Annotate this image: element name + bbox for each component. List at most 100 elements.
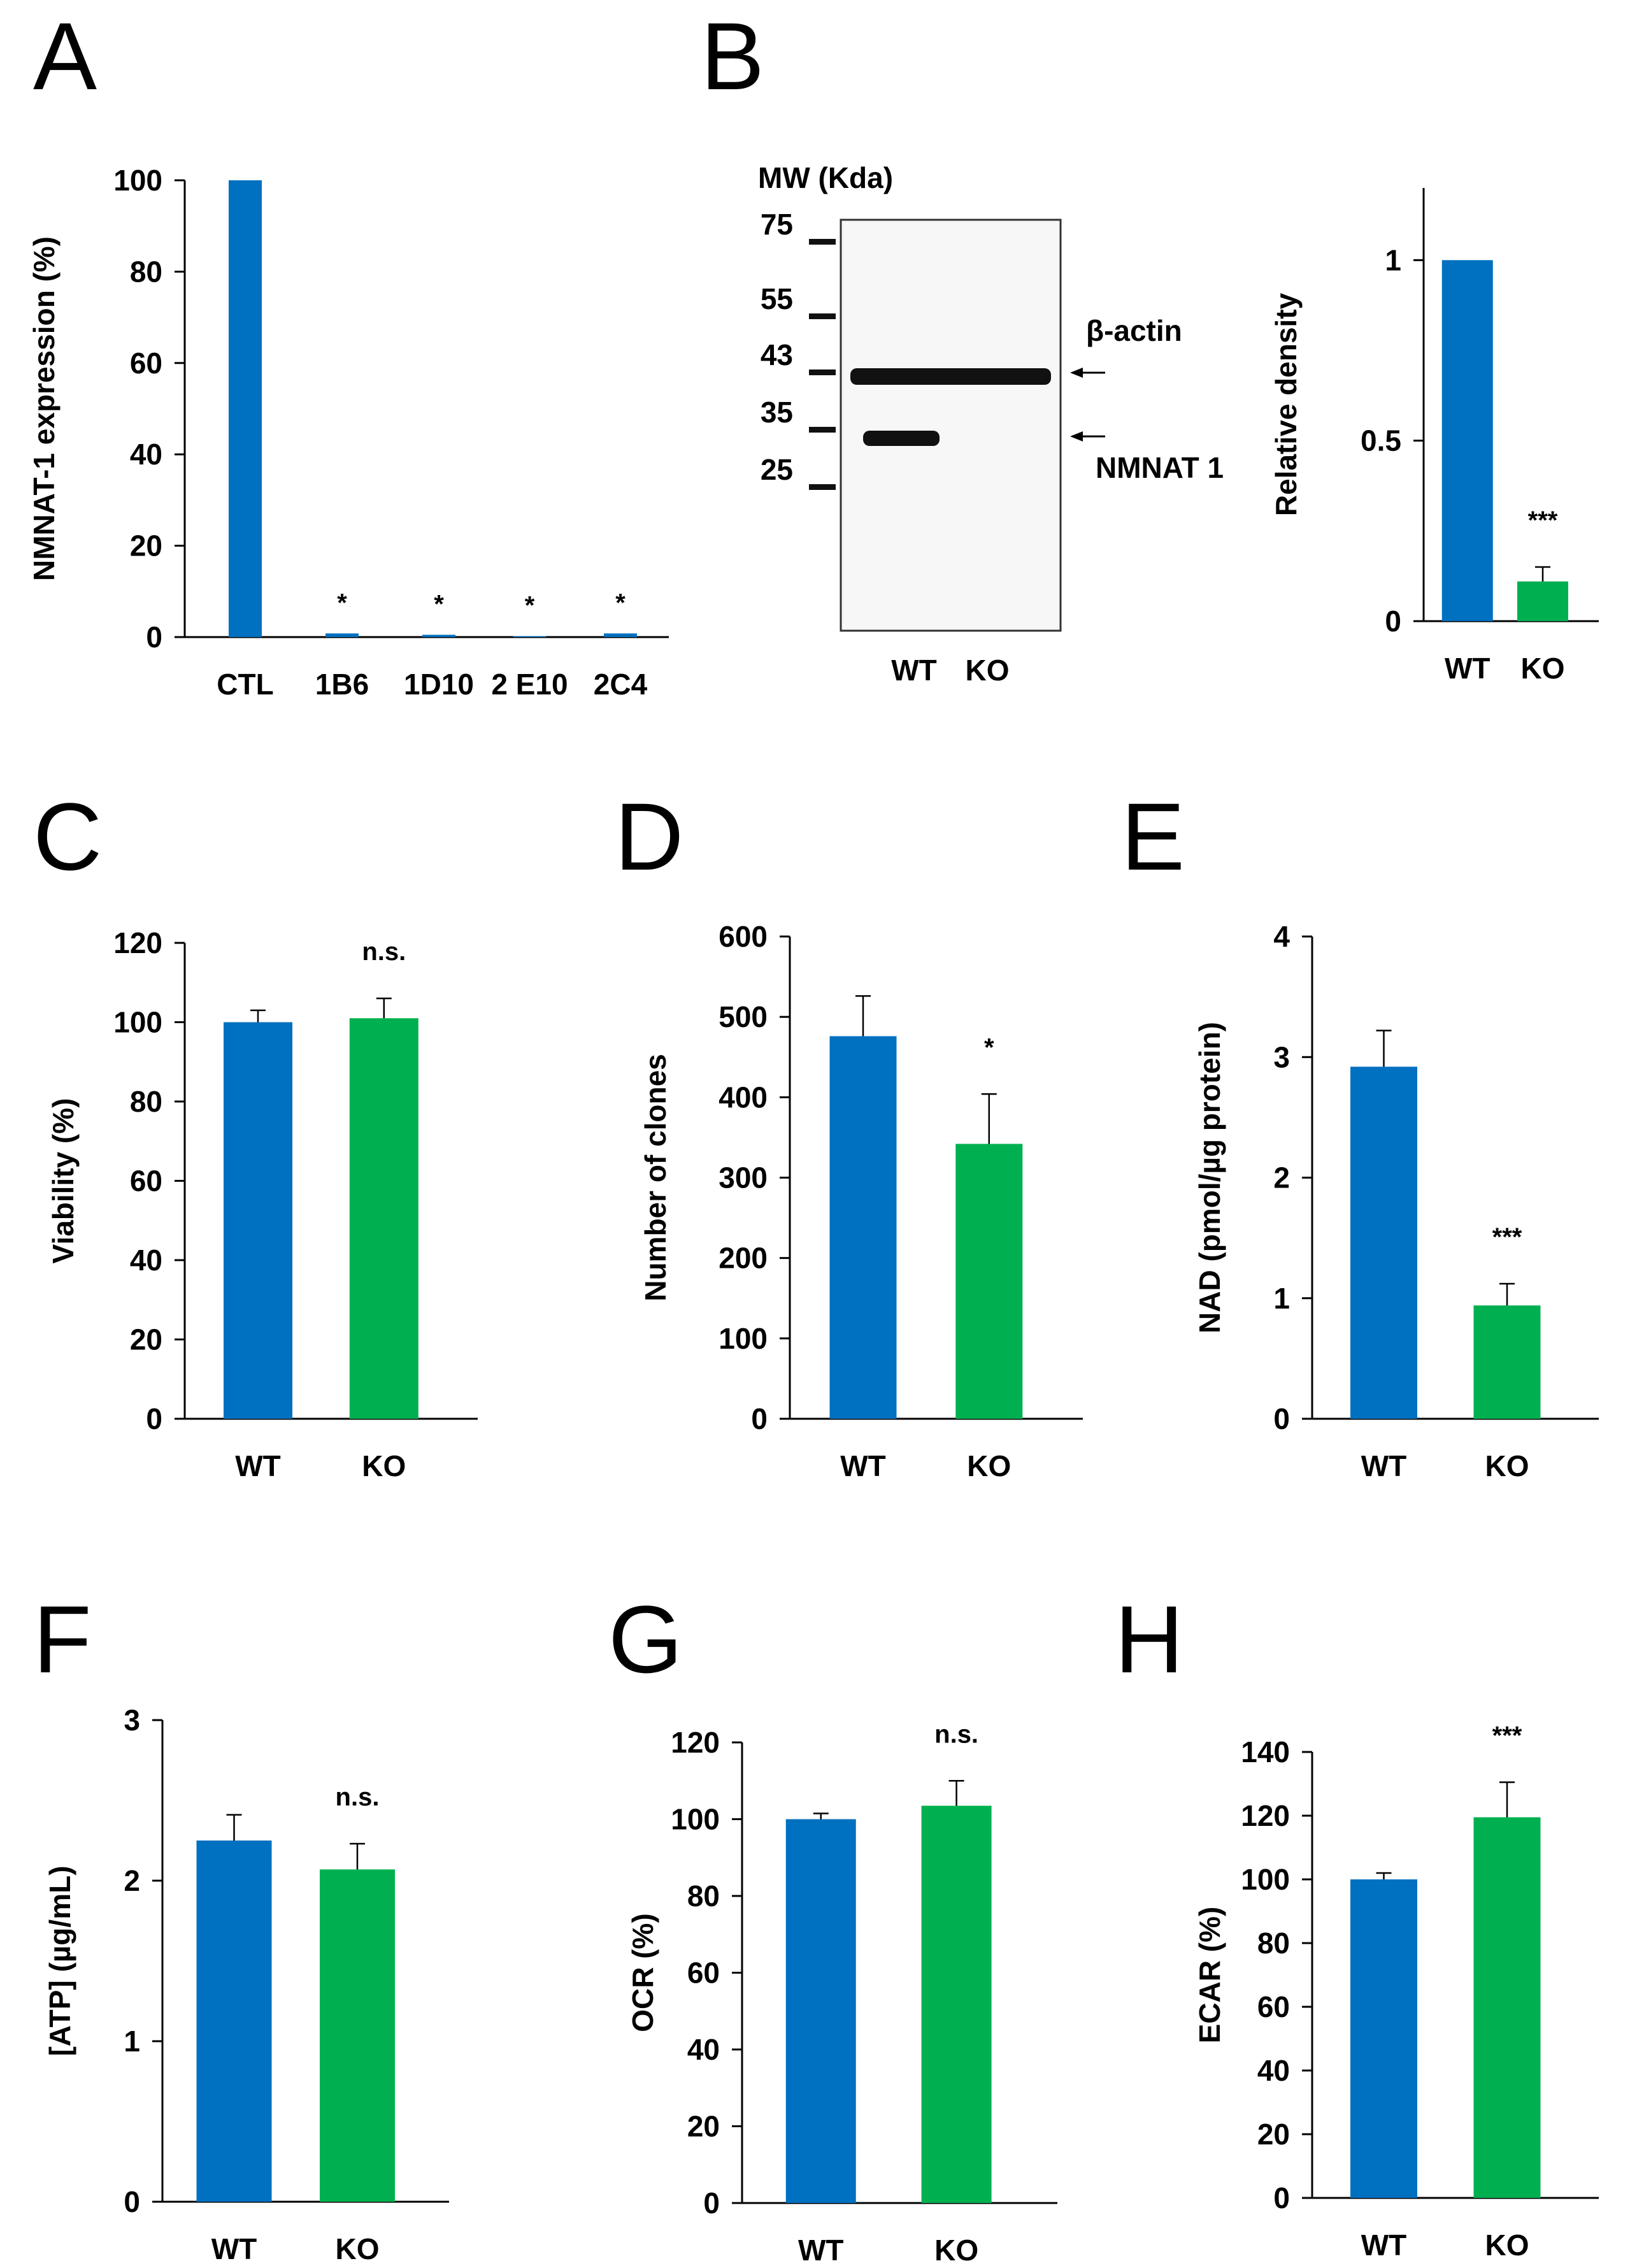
mw-marker-tick: [809, 484, 836, 490]
bar-ctl: [229, 180, 262, 637]
category-label: 2 E10: [491, 668, 568, 701]
y-tick-label: 1: [124, 2025, 140, 2058]
chart-c: C 0 20 40 60 80 100 120 Viability (%) WT n.s. KO: [33, 783, 478, 1482]
category-label: KO: [967, 1449, 1011, 1482]
category-label: WT: [1445, 652, 1490, 685]
band-label-beta-actin: β-actin: [1086, 314, 1182, 347]
mw-marker-label: 55: [761, 282, 793, 315]
panel-letter-b: B: [701, 3, 764, 110]
significance-label: *: [337, 589, 347, 617]
chart-b: 0 0.5 1 Relative density WT *** KO: [1269, 188, 1599, 685]
significance-label: *: [615, 589, 625, 617]
bar-wt: [829, 1036, 897, 1419]
category-label: WT: [1361, 1449, 1407, 1482]
western-blot: B MW (Kda) 75 55 43 35 25 β-actin NMNAT 1 WT KO: [701, 3, 1224, 687]
y-tick-label: 0: [1385, 605, 1401, 638]
y-tick-label: 100: [113, 164, 162, 197]
chart-f: F 0 1 2 3 [ATP] (µg/mL) WT n.s. KO: [33, 1586, 449, 2265]
bar-1d10: [422, 635, 455, 637]
panel-letter-g: G: [608, 1586, 683, 1693]
significance-label: ***: [1528, 506, 1558, 535]
y-tick-label: 80: [130, 1085, 162, 1118]
y-tick-label: 3: [124, 1704, 140, 1737]
bar-ko: [1517, 581, 1568, 621]
category-label: KO: [336, 2232, 380, 2265]
mw-marker-label: 75: [761, 208, 793, 241]
y-tick-label: 20: [130, 1323, 162, 1356]
panel-letter-a: A: [33, 3, 97, 110]
y-tick-label: 40: [130, 438, 162, 471]
y-tick-label: 0: [1273, 1402, 1290, 1435]
y-tick-label: 0: [146, 1402, 162, 1435]
mw-title: MW (Kda): [758, 161, 893, 194]
y-tick-label: 100: [113, 1006, 162, 1039]
category-label: WT: [1361, 2229, 1407, 2262]
bar-ko: [1473, 1817, 1541, 2198]
significance-label: ***: [1492, 1223, 1522, 1251]
y-tick-label: 80: [1257, 1927, 1290, 1960]
y-axis-label: NMNAT-1 expression (%): [27, 236, 61, 581]
significance-label: *: [984, 1033, 994, 1061]
y-tick-label: 80: [687, 1879, 720, 1913]
mw-marker-tick: [809, 427, 836, 433]
y-axis-label: NAD (pmol/µg protein): [1193, 1022, 1226, 1333]
bar-1b6: [325, 633, 359, 637]
significance-label: n.s.: [362, 938, 406, 966]
y-tick-label: 100: [718, 1322, 768, 1355]
y-tick-label: 20: [130, 529, 162, 563]
y-tick-label: 40: [130, 1244, 162, 1277]
y-tick-label: 80: [130, 255, 162, 288]
category-label: KO: [1485, 1449, 1529, 1482]
y-tick-label: 4: [1273, 920, 1290, 953]
y-axis-label: ECAR (%): [1193, 1907, 1226, 2044]
category-label: WT: [840, 1449, 886, 1482]
mw-marker-label: 25: [761, 453, 793, 486]
y-tick-label: 2: [1273, 1161, 1290, 1195]
y-axis-label: [ATP] (µg/mL): [43, 1865, 76, 2056]
y-tick-label: 120: [1241, 1799, 1290, 1832]
y-tick-label: 120: [671, 1726, 720, 1759]
y-tick-label: 200: [718, 1242, 768, 1275]
bar-ko: [1473, 1305, 1541, 1419]
category-label: 1D10: [404, 668, 474, 701]
blot-membrane: [840, 219, 1062, 632]
category-label: KO: [934, 2234, 978, 2267]
bar-2e10: [513, 636, 547, 638]
y-tick-label: 500: [718, 1000, 768, 1033]
category-label: WT: [235, 1449, 281, 1482]
panel-letter-e: E: [1121, 783, 1185, 890]
y-tick-label: 0.5: [1361, 424, 1401, 457]
category-label: 1B6: [315, 668, 369, 701]
mw-marker-tick: [809, 370, 836, 375]
significance-label: *: [525, 592, 535, 620]
y-tick-label: 1: [1273, 1282, 1290, 1315]
bar-wt: [196, 1841, 272, 2202]
bar-wt: [224, 1022, 292, 1419]
chart-a: A 0 20 40 60 80 100 NMNAT-1 expression (%) CTL * 1…: [27, 3, 669, 701]
panel-letter-h: H: [1115, 1586, 1183, 1693]
lane-label: KO: [966, 654, 1010, 687]
chart-d: D 0 100 200 300 400 500 600 Number of clones WT * K…: [615, 783, 1083, 1482]
category-label: CTL: [217, 668, 273, 701]
bar-ko: [955, 1144, 1023, 1419]
bar-wt: [1350, 1066, 1417, 1419]
significance-label: n.s.: [336, 1783, 380, 1811]
y-tick-label: 40: [687, 2033, 720, 2066]
y-tick-label: 3: [1273, 1040, 1290, 1073]
y-tick-label: 100: [671, 1803, 720, 1836]
chart-h: H 0 20 40 60 80 100 120 140 ECAR (%) WT *** KO: [1115, 1586, 1599, 2262]
y-tick-label: 0: [751, 1402, 768, 1435]
arrow-head: [1070, 368, 1083, 378]
y-tick-label: 0: [703, 2186, 720, 2220]
y-tick-label: 2: [124, 1864, 140, 1897]
band-nmnat1-wt: [863, 431, 940, 446]
chart-e: E 0 1 2 3 4 NAD (pmol/µg protein) WT *** KO: [1121, 783, 1599, 1482]
category-label: WT: [798, 2234, 844, 2267]
bar-ko: [349, 1018, 418, 1419]
arrow-head: [1070, 431, 1083, 441]
y-tick-label: 20: [1257, 2118, 1290, 2151]
bar-ko: [320, 1869, 395, 2202]
y-tick-label: 60: [130, 347, 162, 380]
panel-letter-c: C: [33, 783, 102, 890]
y-axis-label: Relative density: [1269, 292, 1303, 516]
